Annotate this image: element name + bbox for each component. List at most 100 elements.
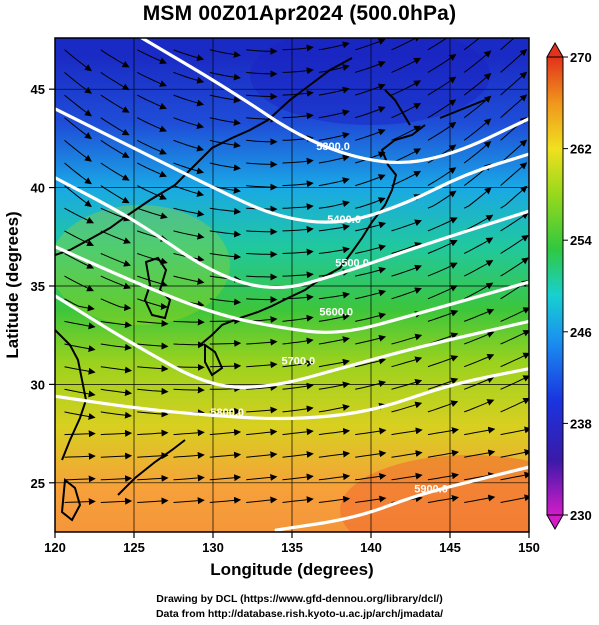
streamline <box>463 38 481 51</box>
streamline <box>463 50 492 73</box>
streamline <box>282 473 314 481</box>
streamline <box>246 361 278 369</box>
streamline <box>318 404 350 413</box>
streamline <box>100 298 132 311</box>
streamline <box>246 183 278 191</box>
streamline <box>500 398 529 413</box>
streamline <box>355 221 387 232</box>
coastline-taiwan <box>60 478 82 522</box>
streamline <box>173 497 205 505</box>
streamline <box>137 253 168 265</box>
streamline <box>137 410 169 418</box>
streamline <box>500 426 529 436</box>
coastline-japan <box>199 124 426 346</box>
streamline <box>500 307 529 322</box>
height-contour <box>55 245 529 334</box>
streamline <box>463 95 492 119</box>
streamline <box>500 49 528 73</box>
streamline <box>209 428 242 436</box>
streamline <box>391 287 422 300</box>
streamline <box>355 357 387 368</box>
streamline <box>355 61 386 73</box>
streamline <box>427 76 457 96</box>
streamline <box>318 132 350 141</box>
height-contour <box>55 107 529 224</box>
streamline <box>137 497 169 505</box>
colorbar-tick-label: 270 <box>570 50 592 65</box>
streamline <box>500 234 529 254</box>
streamline <box>173 94 205 107</box>
streamline <box>173 207 205 217</box>
streamline <box>246 228 278 236</box>
streamline <box>209 253 242 261</box>
contour-labels: 5300.0 5400.0 5500.0 5600.0 5700.0 5800.0 5900… <box>210 141 447 495</box>
contour-label: 5800.0 <box>210 407 244 419</box>
streamline <box>209 71 241 81</box>
streamline <box>173 474 205 482</box>
streamline <box>427 472 459 481</box>
streamline <box>427 285 458 300</box>
streamline <box>282 44 314 52</box>
x-tick-label: 125 <box>123 540 145 555</box>
streamline <box>318 427 351 436</box>
streamline <box>391 472 423 481</box>
streamline <box>318 313 350 322</box>
streamline <box>246 338 278 346</box>
streamline <box>209 49 241 58</box>
streamline <box>100 253 131 267</box>
streamline <box>209 230 242 238</box>
streamline <box>209 451 242 459</box>
streamline <box>391 379 423 390</box>
streamline <box>282 405 314 413</box>
streamline <box>246 70 278 78</box>
colorbar-tick-label: 230 <box>570 508 592 523</box>
x-axis-label: Longitude (degrees) <box>210 560 373 579</box>
streamline <box>318 41 350 51</box>
streamline <box>173 230 205 240</box>
height-contour <box>55 367 529 421</box>
streamline <box>463 73 492 96</box>
x-tick-label: 145 <box>439 540 461 555</box>
streamline <box>318 495 351 503</box>
streamline <box>391 449 423 458</box>
streamline <box>318 381 350 390</box>
streamline <box>427 309 459 322</box>
streamline <box>427 217 458 232</box>
streamline <box>464 308 495 322</box>
streamline <box>64 185 92 207</box>
streamline <box>282 450 314 458</box>
streamline <box>318 473 351 481</box>
streamline <box>318 154 350 164</box>
streamline <box>463 260 494 277</box>
streamline <box>391 80 422 96</box>
streamline <box>173 162 205 175</box>
streamline <box>64 411 96 420</box>
streamline <box>246 406 278 414</box>
streamline <box>136 117 167 132</box>
streamline <box>137 298 168 311</box>
streamline <box>173 363 205 371</box>
streamline <box>355 450 387 458</box>
streamline <box>136 94 167 110</box>
streamline <box>427 190 457 209</box>
streamline <box>318 86 350 96</box>
streamline <box>100 94 130 113</box>
streamline <box>173 451 205 459</box>
streamline <box>282 226 314 233</box>
streamline <box>318 336 350 345</box>
streamline <box>100 475 133 483</box>
streamline <box>64 207 95 224</box>
streamline <box>500 375 529 390</box>
contour-label: 5500.0 <box>335 257 369 269</box>
streamline <box>137 474 169 482</box>
streamline <box>463 282 494 300</box>
streamline <box>355 174 386 187</box>
streamline <box>173 429 205 437</box>
streamline <box>391 401 423 413</box>
streamline <box>500 352 529 368</box>
streamline <box>137 207 168 220</box>
streamline <box>64 139 92 162</box>
x-tick-label: 120 <box>44 540 66 555</box>
contour-label: 5900.0 <box>414 484 448 496</box>
